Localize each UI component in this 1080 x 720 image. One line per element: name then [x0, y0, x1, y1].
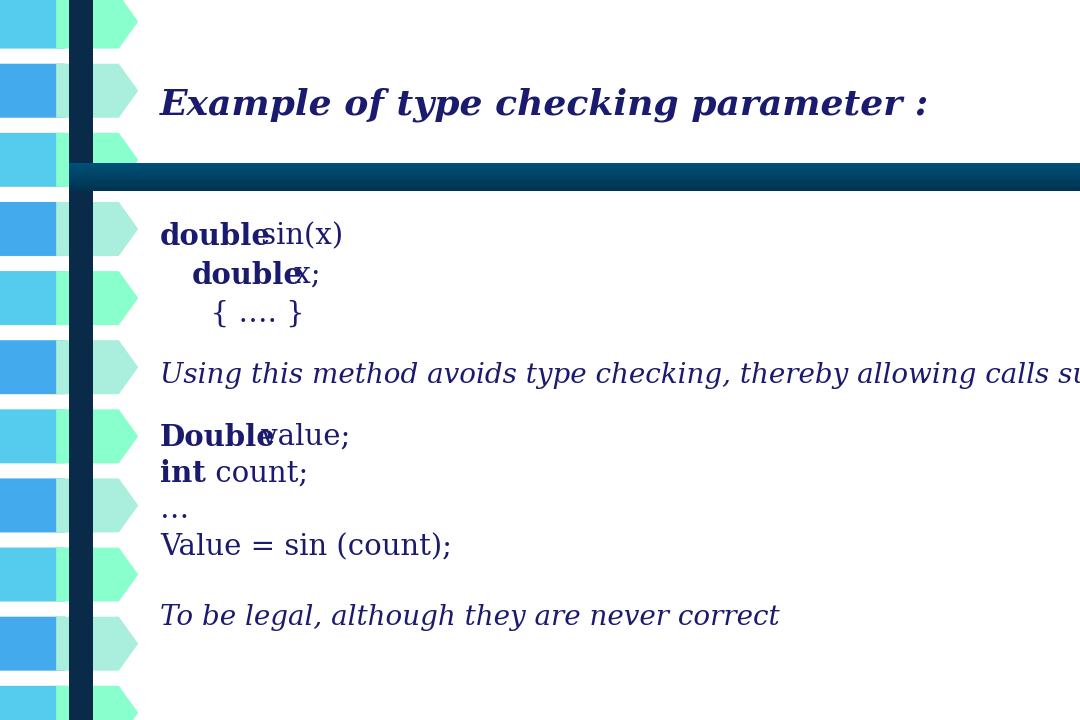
- Text: sin(x): sin(x): [253, 222, 343, 250]
- Text: int: int: [160, 459, 205, 488]
- Polygon shape: [0, 616, 84, 671]
- Text: x;: x;: [285, 261, 321, 289]
- Polygon shape: [0, 548, 84, 602]
- Polygon shape: [0, 410, 84, 464]
- Polygon shape: [0, 479, 84, 533]
- Text: Using this method avoids type checking, thereby allowing calls such as:: Using this method avoids type checking, …: [160, 362, 1080, 390]
- Polygon shape: [0, 202, 84, 256]
- Text: Value = sin (count);: Value = sin (count);: [160, 534, 451, 561]
- Polygon shape: [56, 479, 138, 533]
- Polygon shape: [56, 341, 138, 395]
- Text: value;: value;: [253, 423, 351, 451]
- Text: Example of type checking parameter :: Example of type checking parameter :: [160, 87, 929, 122]
- Polygon shape: [56, 271, 138, 325]
- Text: { …. }: { …. }: [192, 300, 305, 327]
- Polygon shape: [56, 548, 138, 602]
- Polygon shape: [56, 202, 138, 256]
- Polygon shape: [56, 616, 138, 671]
- Bar: [69, 0, 93, 720]
- Polygon shape: [0, 685, 84, 720]
- Polygon shape: [0, 0, 84, 49]
- Polygon shape: [56, 132, 138, 186]
- Polygon shape: [0, 64, 84, 117]
- Text: To be legal, although they are never correct: To be legal, although they are never cor…: [160, 603, 780, 631]
- Polygon shape: [0, 271, 84, 325]
- Text: count;: count;: [206, 460, 309, 487]
- Text: double: double: [192, 261, 303, 289]
- Polygon shape: [56, 0, 138, 49]
- Polygon shape: [56, 685, 138, 720]
- Text: Double: Double: [160, 423, 275, 451]
- Polygon shape: [56, 64, 138, 117]
- Text: double: double: [160, 222, 271, 251]
- Polygon shape: [0, 341, 84, 395]
- Polygon shape: [0, 132, 84, 186]
- Text: …: …: [160, 497, 189, 524]
- Polygon shape: [56, 410, 138, 464]
